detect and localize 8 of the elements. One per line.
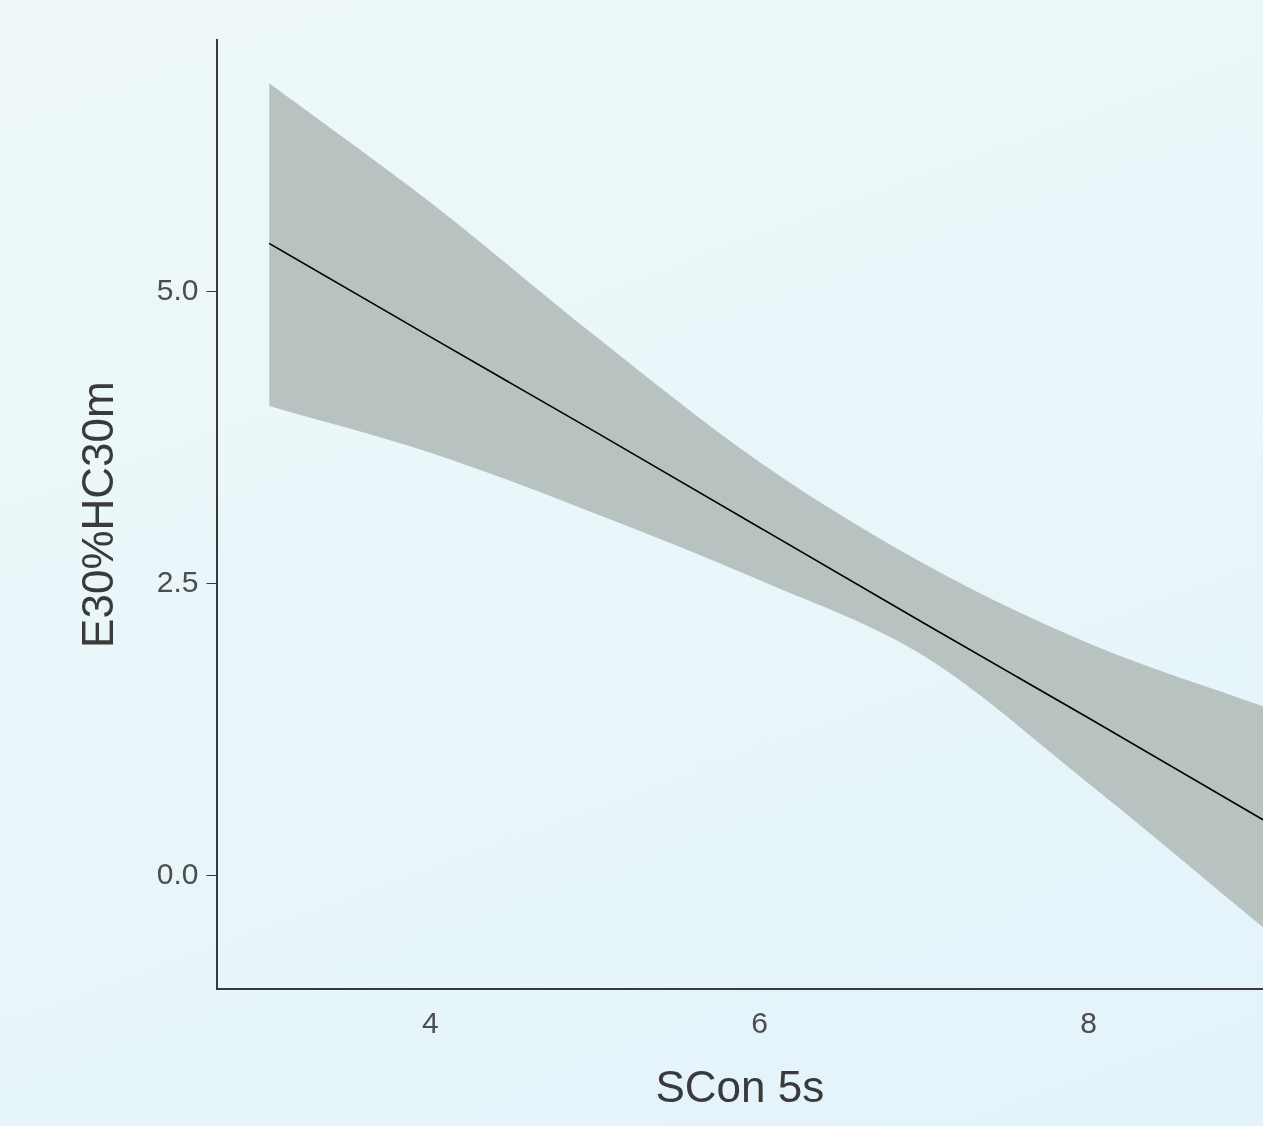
y-tick-label: 5.0 (156, 272, 199, 306)
x-tick-label: 4 (422, 1006, 439, 1040)
y-axis-title: E30%HC30m (72, 381, 122, 648)
x-tick-label: 8 (1080, 1006, 1097, 1040)
x-tick-label: 6 (751, 1006, 768, 1040)
x-axis-title: SCon 5s (655, 1061, 825, 1111)
y-tick-label: 2.5 (156, 564, 199, 598)
y-tick-label: 0.0 (156, 857, 199, 891)
